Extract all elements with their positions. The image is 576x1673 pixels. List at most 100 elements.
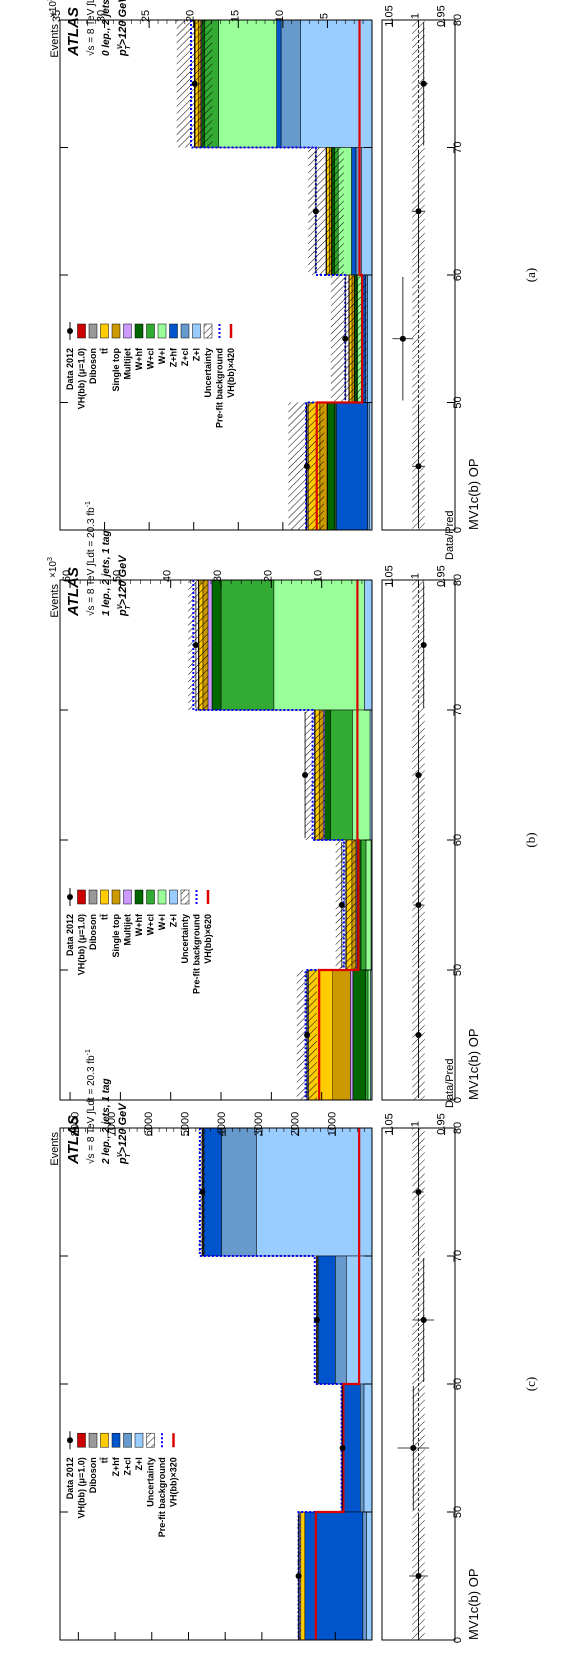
bar-w-cl-bin0 [221, 580, 274, 710]
legend-uncertainty-swatch [181, 890, 189, 904]
panel-caption: (a) [523, 268, 538, 282]
y-axis-multiplier: ×103 [47, 557, 59, 578]
data-point-2 [339, 902, 345, 908]
bar-z-l-bin2 [368, 275, 372, 403]
legend-w-l-swatch [158, 890, 166, 904]
bar-z-hf-bin2 [343, 1384, 360, 1512]
legend-diboson-label: Diboson [88, 914, 98, 950]
legend-vh-bb-1-0--label: VH(bb) (μ=1.0) [77, 914, 87, 975]
bar-multijet-bin0 [208, 580, 212, 710]
atlas-label: ATLAS [65, 7, 82, 57]
bar-w-l-bin1 [352, 710, 370, 840]
selection-label: 2 lep., 2 jets, 1 tag [101, 1078, 112, 1165]
y-axis-label: Events [49, 1132, 61, 1166]
panel-caption: (b) [523, 832, 538, 847]
ratio-axis-label: Data/Pred [444, 510, 456, 560]
ratio-point-2 [400, 336, 406, 342]
x-tick-label-2: 60 [452, 834, 464, 846]
bar-z-l-bin0 [256, 1128, 372, 1256]
legend-vh-bb-1-0--swatch [78, 890, 86, 904]
data-point-3 [304, 1032, 310, 1038]
ratio-point-0 [421, 81, 427, 87]
legend-w-cl-swatch [147, 324, 155, 338]
y-tick-label-4: 5000 [179, 1112, 191, 1136]
y-tick-label-0: 10 [313, 570, 325, 582]
legend-tt--label: tt̄ [100, 1457, 110, 1463]
legend-uncertainty-label: Uncertainty [203, 348, 213, 398]
legend-z-l-label: Z+l [134, 1457, 144, 1470]
bar-w-hf-bin1 [325, 710, 331, 840]
x-tick-label-3: 50 [452, 1506, 464, 1518]
ratio-tick-label-1: 1 [410, 13, 422, 19]
ptcut-label: pVT>120 GeV [117, 0, 132, 57]
data-point-1 [314, 1317, 320, 1323]
legend-z-l-swatch [193, 324, 201, 338]
ratio-tick-label-1: 1 [410, 573, 422, 579]
y-tick-label-4: 25 [140, 10, 152, 22]
legend-w-cl-label: W+cl [146, 348, 156, 369]
y-tick-label-1: 10 [274, 10, 286, 22]
data-point-0 [192, 81, 198, 87]
legend-data-2012-label: Data 2012 [65, 348, 75, 390]
ratio-point-3 [416, 463, 422, 469]
legend-z-cl-swatch [124, 1433, 132, 1447]
x-tick-label-1: 70 [452, 141, 464, 153]
legend-uncertainty-swatch [147, 1433, 155, 1447]
bar-z-l-bin0 [301, 20, 372, 148]
bar-z-cl-bin3 [368, 403, 370, 531]
bar-single-top-bin3 [333, 970, 351, 1100]
legend-multijet-label: Multijet [123, 348, 133, 380]
ratio-point-0 [416, 1189, 422, 1195]
bar-z-l-bin0 [364, 580, 372, 710]
bar-z-hf-bin3 [336, 403, 367, 531]
ratio-tick-label-0: 0.95 [436, 565, 448, 586]
legend-diboson-swatch [89, 1433, 97, 1447]
ratio-point-0 [421, 642, 427, 648]
ratio-tick-label-2: 1.05 [383, 565, 395, 586]
x-axis-label: MV1c(b) OP [466, 1568, 481, 1640]
legend-w-l-label: W+l [157, 348, 167, 364]
legend-vh-bb-1-0--label: VH(bb) (μ=1.0) [77, 348, 87, 409]
bar-w-l-bin0 [219, 20, 277, 148]
bar-w-l-bin3 [368, 970, 371, 1100]
legend-vh-bb-1-0--label: VH(bb) (μ=1.0) [77, 1457, 87, 1518]
legend-w-hf-swatch [135, 324, 143, 338]
legend-z-l-swatch [170, 890, 178, 904]
bar-multijet-bin3 [350, 970, 353, 1100]
legend-uncertainty-swatch [204, 324, 212, 338]
bar-z-l-bin3 [366, 1512, 372, 1640]
bar-z-cl-bin2 [360, 1384, 364, 1512]
x-tick-label-1: 70 [452, 1250, 464, 1262]
legend-pre-fit-background-label: Pre-fit background [157, 1457, 167, 1537]
bar-w-hf-bin3 [353, 970, 366, 1100]
y-tick-label-1: 20 [262, 570, 274, 582]
bar-z-hf-bin0 [277, 20, 281, 148]
legend-w-hf-label: W+hf [134, 347, 144, 370]
ratio-tick-label-2: 1.05 [383, 5, 395, 26]
y-axis-label: Events [49, 584, 61, 618]
bar-w-hf-bin3 [327, 403, 334, 531]
legend-z-l-label: Z+l [192, 348, 202, 361]
x-axis-label: MV1c(b) OP [466, 1028, 481, 1100]
legend-vh-bb-620-label: VH(bb)×620 [203, 914, 213, 964]
ratio-tick-label-2: 1.05 [383, 1113, 395, 1134]
bar-z-cl-bin0 [222, 1128, 257, 1256]
legend-multijet-label: Multijet [123, 914, 133, 946]
legend-tt--swatch [101, 1433, 109, 1447]
legend-vh-bb-320-label: VH(bb)×320 [169, 1457, 179, 1507]
data-point-1 [302, 772, 308, 778]
y-tick-label-0: 5 [318, 13, 330, 19]
legend-data-2012-marker [67, 328, 73, 334]
legend-z-cl-label: Z+cl [180, 348, 190, 366]
energy-label: √s = 8 TeV ∫Ldt = 20.3 fb-1 [85, 1049, 97, 1164]
atlas-label: ATLAS [65, 567, 82, 617]
legend-diboson-label: Diboson [88, 1457, 98, 1493]
legend-z-hf-swatch [112, 1433, 120, 1447]
bar-w-l-bin0 [274, 580, 365, 710]
legend-z-hf-label: Z+hf [111, 1456, 121, 1476]
legend-vh-bb-1-0--swatch [78, 324, 86, 338]
y-tick-label-0: 1000 [326, 1112, 338, 1136]
legend-z-l-swatch [135, 1433, 143, 1447]
